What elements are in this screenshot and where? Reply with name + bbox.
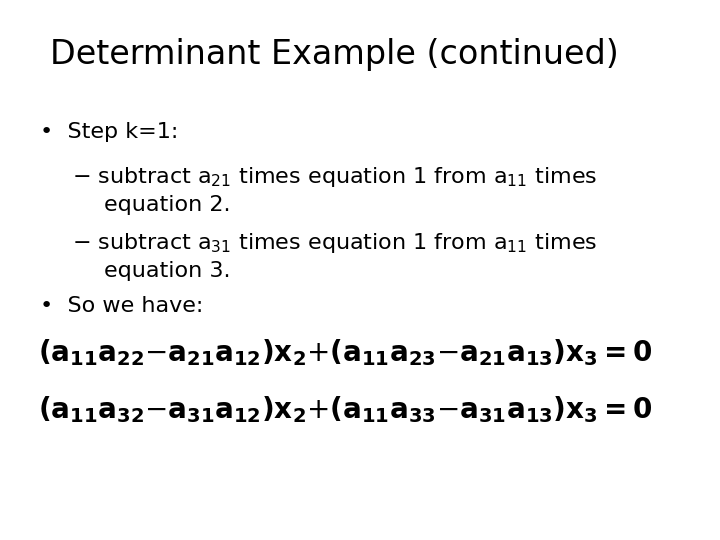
Text: equation 3.: equation 3. — [104, 261, 231, 281]
Text: $\bf{(a_{11}a_{32}\mathrm{-}a_{31}a_{12})x_2\mathrm{+}(a_{11}a_{33}\mathrm{-}a_{: $\bf{(a_{11}a_{32}\mathrm{-}a_{31}a_{12}… — [38, 394, 653, 425]
Text: $\bf{(a_{11}a_{22}\mathrm{-}a_{21}a_{12})x_2\mathrm{+}(a_{11}a_{23}\mathrm{-}a_{: $\bf{(a_{11}a_{22}\mathrm{-}a_{21}a_{12}… — [38, 338, 653, 368]
Text: $\mathsf{-}$ subtract $\mathsf{a}_{21}$ times equation 1 from $\mathsf{a}_{11}$ : $\mathsf{-}$ subtract $\mathsf{a}_{21}$ … — [72, 165, 597, 188]
Text: Determinant Example (continued): Determinant Example (continued) — [50, 38, 619, 71]
Text: $\mathsf{-}$ subtract $\mathsf{a}_{31}$ times equation 1 from $\mathsf{a}_{11}$ : $\mathsf{-}$ subtract $\mathsf{a}_{31}$ … — [72, 231, 597, 255]
Text: equation 2.: equation 2. — [104, 195, 231, 215]
Text: •  So we have:: • So we have: — [40, 296, 203, 316]
Text: •  Step k=1:: • Step k=1: — [40, 122, 178, 141]
